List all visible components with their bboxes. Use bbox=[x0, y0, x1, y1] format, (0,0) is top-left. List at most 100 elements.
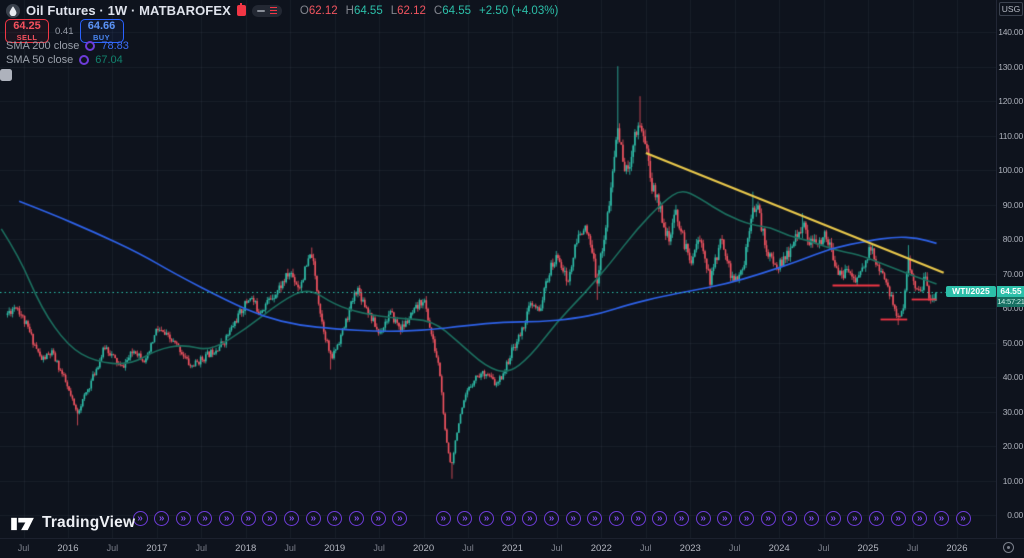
time-tick-label: Jul bbox=[640, 543, 652, 553]
price-tick-label: 80.00 bbox=[1002, 234, 1023, 245]
time-tick-label: Jul bbox=[284, 543, 296, 553]
event-marker-icon[interactable]: » bbox=[565, 511, 581, 526]
change-value: +2.50 (+4.03%) bbox=[479, 4, 559, 17]
ohlc-readout: O62.12 H64.55 L62.12 C64.55 +2.50 (+4.03… bbox=[299, 4, 559, 17]
indicator-row-sma50[interactable]: SMA 50 close 67.04 bbox=[6, 54, 123, 66]
close-value: 64.55 bbox=[442, 4, 471, 17]
time-tick-label: 2017 bbox=[146, 543, 168, 554]
time-tick-label: 2019 bbox=[324, 543, 346, 554]
sell-button[interactable]: 64.25 SELL bbox=[5, 19, 49, 43]
event-marker-icon[interactable]: » bbox=[587, 511, 603, 526]
symbol-title[interactable]: Oil Futures · 1W · MATBAROFEX bbox=[26, 3, 231, 18]
time-tick-label: Jul bbox=[373, 543, 385, 553]
mini-widget-button[interactable] bbox=[0, 69, 12, 81]
price-tick-label: 90.00 bbox=[1002, 199, 1023, 210]
event-marker-icon[interactable]: » bbox=[674, 511, 689, 526]
event-marker-icon[interactable]: » bbox=[912, 511, 928, 526]
contract-price-label: WTI/2025 bbox=[946, 286, 996, 297]
event-marker-icon[interactable]: » bbox=[305, 511, 321, 526]
event-marker-icon[interactable]: » bbox=[370, 511, 386, 526]
indicator-badge-icon bbox=[79, 55, 90, 65]
event-marker-icon[interactable]: » bbox=[435, 511, 451, 526]
price-axis[interactable]: USG 140.00 130.00 120.00 110.00 100.00 90.00 8… bbox=[996, 0, 1024, 538]
time-axis[interactable]: Jul 2016 Jul 2017 Jul 2018 Jul 2019 Jul 2020 Jul 20… bbox=[0, 538, 1024, 558]
price-tick-label: 20.00 bbox=[1002, 441, 1023, 452]
event-marker-icon[interactable]: » bbox=[695, 511, 711, 526]
minimize-icon bbox=[256, 9, 265, 12]
price-tick-label: 30.00 bbox=[1002, 406, 1023, 417]
event-marker-icon[interactable]: » bbox=[803, 511, 819, 526]
event-marker-icon[interactable]: » bbox=[197, 511, 213, 526]
price-tick-label: 40.00 bbox=[1002, 372, 1023, 383]
indicator-badge-icon bbox=[85, 41, 96, 51]
event-marker-icon[interactable]: » bbox=[630, 511, 646, 526]
sma50-value: 67.04 bbox=[95, 54, 123, 66]
event-marker-icon[interactable]: » bbox=[479, 511, 495, 526]
event-marker-icon[interactable]: » bbox=[175, 511, 191, 526]
event-marker-icon[interactable]: » bbox=[392, 511, 408, 526]
price-tick-label: 120.00 bbox=[998, 96, 1023, 107]
spread-value: 0.41 bbox=[55, 25, 74, 37]
indicator-row-sma200[interactable]: SMA 200 close 78.83 bbox=[6, 40, 129, 52]
event-marker-icon[interactable]: » bbox=[544, 511, 560, 526]
event-marker-icon[interactable]: » bbox=[868, 511, 884, 526]
event-marker-icon[interactable]: » bbox=[890, 511, 906, 526]
tradingview-wordmark: TradingView bbox=[42, 514, 136, 531]
time-tick-label: Jul bbox=[817, 543, 830, 553]
open-value: 62.12 bbox=[308, 4, 338, 17]
price-tick-label: 10.00 bbox=[1002, 475, 1023, 486]
chart-pane[interactable]: » » » » » » » » » » » » » » » » » » » » » » » » » » » » » » » » » » » » » » O… bbox=[0, 0, 996, 538]
price-tick-label: 60.00 bbox=[1002, 303, 1023, 314]
event-marker-icon[interactable]: » bbox=[132, 511, 148, 526]
event-marker-icon[interactable]: » bbox=[825, 511, 841, 526]
event-marker-icon[interactable]: » bbox=[955, 511, 971, 526]
event-marker-icon[interactable]: » bbox=[847, 511, 863, 526]
event-marker-icon[interactable]: » bbox=[522, 511, 538, 526]
candlestick-style-icon[interactable] bbox=[236, 3, 246, 16]
buy-button[interactable]: 64.66 BUY bbox=[79, 19, 124, 43]
event-marker-icon[interactable]: » bbox=[652, 511, 668, 526]
time-tick-label: 2023 bbox=[679, 543, 701, 554]
event-marker-icon[interactable]: » bbox=[262, 511, 278, 526]
event-marker-icon[interactable]: » bbox=[240, 511, 256, 526]
low-value: 62.12 bbox=[397, 4, 426, 17]
last-price-axis-label: 64.55 bbox=[997, 286, 1024, 297]
time-tick-label: 2016 bbox=[57, 543, 79, 554]
time-tick-label: Jul bbox=[195, 543, 208, 553]
time-tick-label: Jul bbox=[106, 543, 119, 553]
event-marker-icon[interactable]: » bbox=[738, 511, 754, 526]
time-tick-label: 2025 bbox=[857, 543, 879, 554]
event-marker-icon[interactable]: » bbox=[349, 511, 365, 526]
event-marker-icon[interactable]: » bbox=[782, 511, 798, 526]
bar-countdown: 14:57:21 bbox=[997, 297, 1024, 307]
time-tick-label: Jul bbox=[906, 543, 919, 553]
tradingview-logo[interactable]: TradingView bbox=[10, 514, 135, 532]
legend-toggle-pill[interactable] bbox=[251, 4, 282, 17]
price-tick-label: 0.00 bbox=[1007, 510, 1023, 520]
axis-settings-gear-icon[interactable] bbox=[1003, 542, 1014, 553]
event-marker-row: » » » » » » » » » » » » » » » » » » » » » » » » » » » » » » » » » » » » » » bbox=[132, 511, 971, 526]
chart-canvas[interactable] bbox=[0, 0, 996, 538]
event-marker-icon[interactable]: » bbox=[609, 511, 625, 526]
event-marker-icon[interactable]: » bbox=[717, 511, 733, 526]
event-marker-icon[interactable]: » bbox=[154, 511, 170, 526]
event-marker-icon[interactable]: » bbox=[219, 511, 235, 526]
time-tick-label: Jul bbox=[17, 543, 30, 553]
event-marker-icon[interactable]: » bbox=[327, 511, 343, 526]
time-tick-label: Jul bbox=[462, 543, 474, 553]
time-tick-label: Jul bbox=[728, 543, 741, 553]
sma200-value: 78.83 bbox=[101, 40, 129, 52]
currency-label[interactable]: USG bbox=[999, 2, 1023, 16]
time-tick-label: 2021 bbox=[501, 543, 524, 554]
event-marker-icon[interactable]: » bbox=[500, 511, 516, 526]
high-value: 64.55 bbox=[353, 4, 383, 17]
time-tick-label: 2020 bbox=[412, 543, 435, 554]
tradingview-mark-icon bbox=[11, 517, 34, 530]
event-marker-icon[interactable]: » bbox=[457, 511, 473, 526]
event-marker-icon[interactable]: » bbox=[760, 511, 776, 526]
oil-drop-icon bbox=[6, 3, 20, 18]
event-marker-icon[interactable]: » bbox=[933, 511, 949, 526]
time-tick-label: 2026 bbox=[946, 543, 968, 554]
event-marker-icon[interactable]: » bbox=[284, 511, 300, 526]
